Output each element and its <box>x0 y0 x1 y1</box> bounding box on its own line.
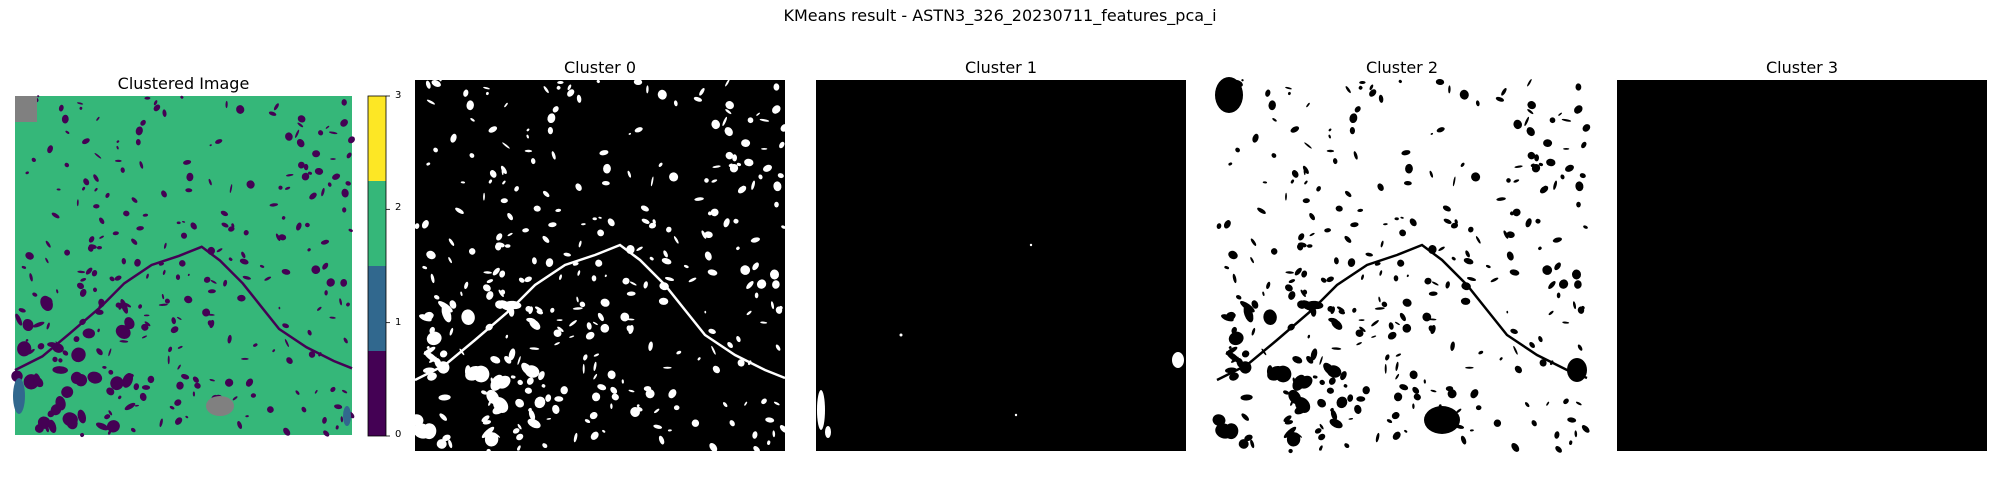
cluster-3-title: Cluster 3 <box>1617 58 1987 77</box>
colorbar-bin-3 <box>368 96 386 181</box>
colorbar-tick-label-0: 0 <box>395 429 401 440</box>
clustered-image <box>15 96 352 435</box>
cluster-3-background <box>1617 80 1987 451</box>
colorbar-bin-2 <box>368 181 386 266</box>
cluster-1-mask <box>816 80 1186 451</box>
cluster-0-title: Cluster 0 <box>415 58 785 77</box>
colorbar <box>367 96 407 436</box>
colorbar-tick-label-2: 2 <box>395 202 401 213</box>
cluster-1-background <box>816 80 1186 451</box>
colorbar-bin-1 <box>368 266 386 351</box>
cluster-2-mask <box>1217 80 1587 451</box>
nodata-patch <box>206 396 234 416</box>
clustered-image-title: Clustered Image <box>15 74 352 93</box>
colorbar-bin-0 <box>368 351 386 436</box>
nodata-corner <box>15 96 37 122</box>
figure-suptitle: KMeans result - ASTN3_326_20230711_featu… <box>0 6 2000 25</box>
colorbar-tick-label-3: 3 <box>395 90 401 101</box>
cluster-3-mask <box>1617 80 1987 451</box>
cluster-2-title: Cluster 2 <box>1217 58 1587 77</box>
cluster-1-title: Cluster 1 <box>816 58 1186 77</box>
cluster-0-mask <box>415 80 785 451</box>
colorbar-tick-label-1: 1 <box>395 317 401 328</box>
